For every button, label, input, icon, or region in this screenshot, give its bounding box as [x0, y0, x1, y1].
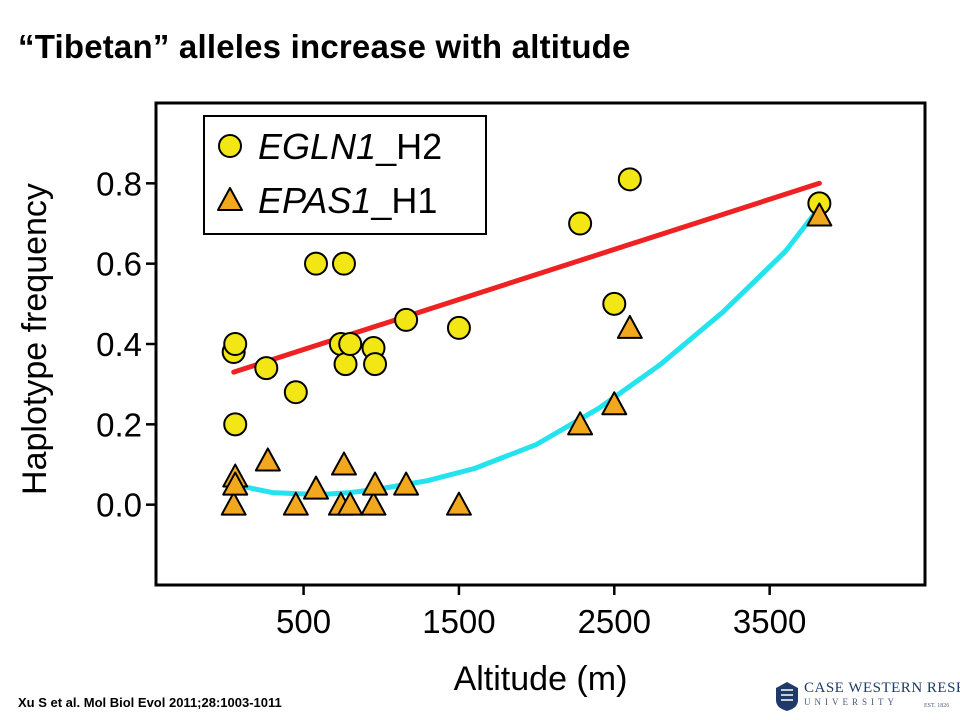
x-tick-label: 2500	[578, 603, 651, 640]
y-tick-label: 0.4	[96, 326, 142, 363]
x-axis-label: Altitude (m)	[454, 660, 628, 698]
citation: Xu S et al. Mol Biol Evol 2011;28:1003-1…	[18, 695, 282, 710]
logo-subtitle: UNIVERSITY	[804, 697, 898, 707]
epas1-point	[567, 411, 594, 436]
epas1-point	[330, 451, 357, 476]
logo-wordmark: CASE WESTERN RESERVE	[804, 680, 960, 696]
egln1-point	[338, 332, 363, 356]
epas1-point	[222, 471, 249, 496]
y-tick-label: 0.8	[96, 165, 142, 202]
egln1-point	[283, 380, 308, 405]
x-tick-label: 3500	[733, 603, 806, 640]
legend-marker-circle	[218, 134, 242, 158]
egln1-point	[331, 251, 356, 276]
university-logo: CASE WESTERN RESERVE UNIVERSITY EST. 182…	[774, 676, 960, 716]
y-axis-label: Haplotype frequency	[16, 183, 54, 495]
epas1-point	[393, 471, 420, 496]
legend-marker-triangle	[217, 187, 243, 211]
legend-entry-label: EGLN1_H2	[258, 126, 442, 167]
epas1-point	[445, 491, 472, 516]
axis-ticks: 500 1500 2500 3500 0.0 0.2 0.4 0.6 0.8	[96, 165, 806, 640]
logo-mark-icon	[776, 682, 798, 711]
x-tick-label: 1500	[422, 603, 495, 640]
y-tick-label: 0.6	[96, 246, 142, 283]
egln1-point	[446, 315, 471, 340]
epas1-point	[303, 475, 330, 500]
y-tick-label: 0.2	[96, 406, 142, 443]
egln1-point	[304, 251, 329, 276]
epas1-point	[601, 391, 628, 416]
quadratic-fit-line	[231, 204, 822, 498]
epas1-point	[220, 491, 247, 516]
egln1-point	[223, 412, 248, 437]
egln1-point	[568, 211, 593, 236]
legend-box	[203, 115, 487, 235]
epas1-point	[362, 471, 389, 496]
epas1-point	[254, 447, 281, 472]
egln1-point	[333, 352, 358, 377]
egln1-point	[617, 167, 642, 192]
epas1-point	[616, 314, 643, 339]
egln1-point	[223, 332, 248, 356]
legend: EGLN1_H2 EPAS1_H1	[203, 115, 487, 235]
x-tick-label: 500	[276, 603, 331, 640]
epas1-point	[282, 491, 309, 516]
epas1-point	[360, 491, 387, 516]
egln1-point	[394, 307, 419, 332]
epas1-point	[337, 491, 364, 516]
egln1-point	[363, 352, 388, 377]
legend-entry-label: EPAS1_H1	[258, 180, 437, 221]
egln1-point	[254, 356, 279, 381]
y-tick-label: 0.0	[96, 487, 142, 524]
egln1-point	[602, 291, 627, 316]
epas1-point	[806, 202, 833, 227]
logo-established: EST. 1826	[924, 703, 950, 709]
data-points	[220, 167, 833, 516]
slide-title: “Tibetan” alleles increase with altitude	[18, 28, 631, 65]
